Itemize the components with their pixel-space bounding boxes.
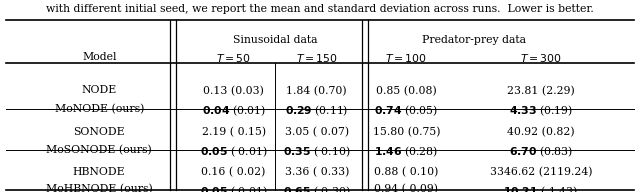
Text: NODE: NODE bbox=[81, 85, 117, 95]
Text: 0.94 ( 0.09): 0.94 ( 0.09) bbox=[374, 184, 438, 192]
Text: MoHBNODE (ours): MoHBNODE (ours) bbox=[46, 184, 152, 192]
Text: 3.05 ( 0.07): 3.05 ( 0.07) bbox=[285, 127, 349, 137]
Text: Predator-prey data: Predator-prey data bbox=[422, 35, 525, 45]
Text: Model: Model bbox=[82, 52, 116, 62]
Text: $\mathbf{4.33}$ (0.19): $\mathbf{4.33}$ (0.19) bbox=[509, 104, 573, 118]
Text: $\mathbf{10.21}$ ( 1.43): $\mathbf{10.21}$ ( 1.43) bbox=[504, 184, 578, 192]
Text: $T = 150$: $T = 150$ bbox=[296, 52, 338, 64]
Text: $\mathbf{6.70}$ (0.83): $\mathbf{6.70}$ (0.83) bbox=[509, 145, 573, 160]
Text: 40.92 (0.82): 40.92 (0.82) bbox=[507, 127, 575, 137]
Text: HBNODE: HBNODE bbox=[73, 167, 125, 177]
Text: $\mathbf{0.05}$ ( 0.01): $\mathbf{0.05}$ ( 0.01) bbox=[200, 145, 268, 160]
Text: $T = 50$: $T = 50$ bbox=[216, 52, 251, 64]
Text: MoSONODE (ours): MoSONODE (ours) bbox=[46, 145, 152, 155]
Text: $\mathbf{0.65}$ ( 0.30): $\mathbf{0.65}$ ( 0.30) bbox=[283, 184, 351, 192]
Text: 0.88 ( 0.10): 0.88 ( 0.10) bbox=[374, 167, 438, 177]
Text: $\mathbf{0.74}$ (0.05): $\mathbf{0.74}$ (0.05) bbox=[374, 104, 438, 118]
Text: $\mathbf{0.29}$ (0.11): $\mathbf{0.29}$ (0.11) bbox=[285, 104, 349, 118]
Text: 15.80 (0.75): 15.80 (0.75) bbox=[372, 127, 440, 137]
Text: with different initial seed, we report the mean and standard deviation across ru: with different initial seed, we report t… bbox=[46, 4, 594, 14]
Text: $\mathbf{1.46}$ (0.28): $\mathbf{1.46}$ (0.28) bbox=[374, 145, 438, 160]
Text: MoNODE (ours): MoNODE (ours) bbox=[54, 104, 144, 114]
Text: SONODE: SONODE bbox=[74, 127, 125, 137]
Text: $\mathbf{0.04}$ (0.01): $\mathbf{0.04}$ (0.01) bbox=[202, 104, 266, 118]
Text: 0.13 (0.03): 0.13 (0.03) bbox=[203, 85, 264, 96]
Text: 2.19 ( 0.15): 2.19 ( 0.15) bbox=[202, 127, 266, 137]
Text: $T = 300$: $T = 300$ bbox=[520, 52, 562, 64]
Text: 3.36 ( 0.33): 3.36 ( 0.33) bbox=[285, 167, 349, 177]
Text: 3346.62 (2119.24): 3346.62 (2119.24) bbox=[490, 167, 592, 177]
Text: $\mathbf{0.35}$ ( 0.10): $\mathbf{0.35}$ ( 0.10) bbox=[283, 145, 351, 160]
Text: 23.81 (2.29): 23.81 (2.29) bbox=[507, 85, 575, 96]
Text: 0.85 (0.08): 0.85 (0.08) bbox=[376, 85, 436, 96]
Text: 0.16 ( 0.02): 0.16 ( 0.02) bbox=[202, 167, 266, 177]
Text: $T = 100$: $T = 100$ bbox=[385, 52, 428, 64]
Text: $\mathbf{0.05}$ ( 0.01): $\mathbf{0.05}$ ( 0.01) bbox=[200, 184, 268, 192]
Text: 1.84 (0.70): 1.84 (0.70) bbox=[287, 85, 347, 96]
Text: Sinusoidal data: Sinusoidal data bbox=[233, 35, 317, 45]
